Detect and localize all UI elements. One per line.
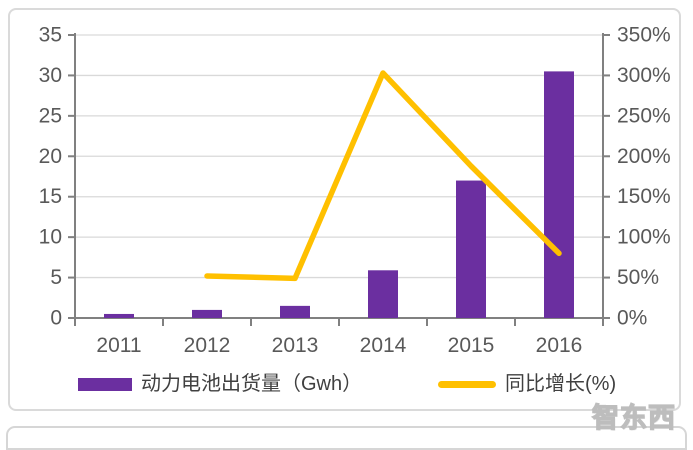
- bar-2012: [192, 309, 222, 318]
- line-series-swatch-icon: [438, 380, 496, 388]
- right-axis-label: 0%: [617, 307, 647, 330]
- right-axis-label: 350%: [617, 24, 671, 47]
- legend-label-growth: 同比增长(%): [505, 373, 617, 395]
- left-axis-label: 35: [39, 24, 62, 47]
- right-axis-label: 250%: [617, 104, 671, 127]
- legend-item-shipments: 动力电池出货量（Gwh）: [78, 372, 362, 396]
- left-axis-label: 20: [39, 145, 62, 168]
- legend-item-growth: 同比增长(%): [438, 372, 616, 396]
- right-axis-label: 200%: [617, 145, 671, 168]
- x-axis-category-label: 2016: [536, 334, 583, 357]
- next-card-top-edge: [6, 426, 687, 450]
- left-axis-label: 10: [39, 226, 62, 249]
- right-axis-label: 50%: [617, 266, 659, 289]
- x-axis-category-label: 2012: [184, 334, 231, 357]
- right-axis-label: 100%: [617, 226, 671, 249]
- x-axis-category-label: 2011: [96, 334, 141, 357]
- left-axis-label: 15: [39, 185, 62, 208]
- bar-2016: [544, 71, 574, 318]
- left-axis-label: 0: [50, 307, 62, 330]
- bar-2013: [280, 305, 310, 318]
- bar-2015: [456, 180, 486, 318]
- growth-line: [204, 70, 562, 282]
- right-axis-label: 150%: [617, 185, 671, 208]
- left-axis-label: 25: [39, 104, 62, 127]
- x-axis-category-label: 2014: [360, 334, 407, 357]
- watermark: 智东西: [591, 402, 676, 433]
- bar-2011: [104, 313, 134, 318]
- right-axis-label: 300%: [617, 64, 671, 87]
- x-axis-category-label: 2013: [272, 334, 319, 357]
- legend-label-shipments: 动力电池出货量（Gwh）: [141, 373, 363, 395]
- chart-svg: 0 0% 5 50% 10 100% 15 150% 20 200% 25 250% 30 300% 35 3…: [39, 24, 671, 358]
- left-axis-label: 5: [50, 266, 62, 289]
- left-axis-label: 30: [39, 64, 62, 87]
- x-axis-category-label: 2015: [448, 334, 495, 357]
- bar-2014: [368, 270, 398, 318]
- bar-series-swatch-icon: [78, 377, 132, 391]
